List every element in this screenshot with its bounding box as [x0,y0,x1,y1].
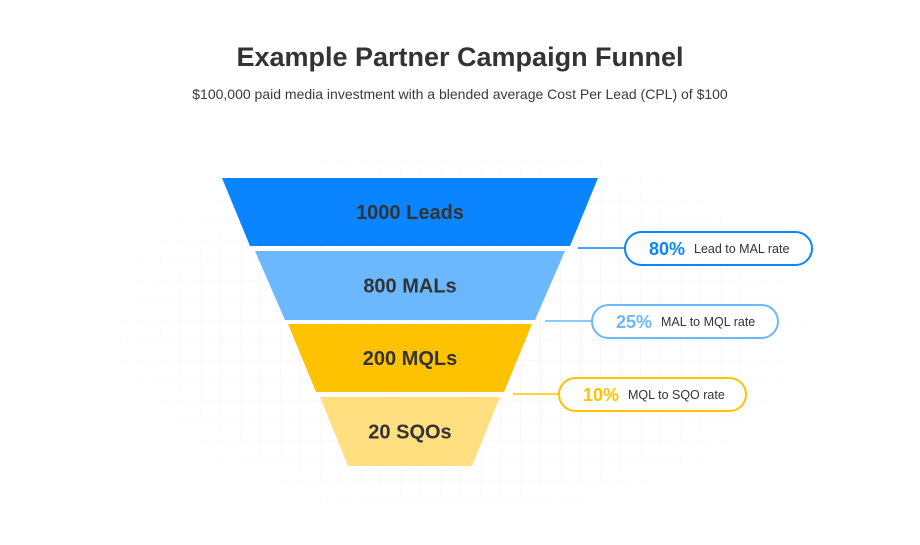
rate-percent: 10% [583,385,619,405]
rate-percent: 25% [616,312,652,332]
funnel-stage-label: 1000 Leads [356,202,464,224]
rate-label: MQL to SQO rate [628,388,725,402]
funnel-stage-label: 200 MQLs [363,348,457,370]
funnel-stage-label: 20 SQOs [368,422,451,444]
page-subtitle: $100,000 paid media investment with a bl… [192,86,728,102]
funnel-stage-4 [320,397,500,466]
rate-label: Lead to MAL rate [694,242,789,256]
funnel-stage-1 [222,178,598,246]
rate-callout [591,304,779,339]
rate-label: MAL to MQL rate [661,315,755,329]
funnel-stage-2 [255,251,565,320]
funnel-stage-label: 800 MALs [363,276,456,298]
rate-callout [624,231,813,266]
page-title: Example Partner Campaign Funnel [236,42,684,72]
rate-percent: 80% [649,239,685,259]
rate-callout [558,377,747,412]
funnel-stage-3 [288,324,532,392]
